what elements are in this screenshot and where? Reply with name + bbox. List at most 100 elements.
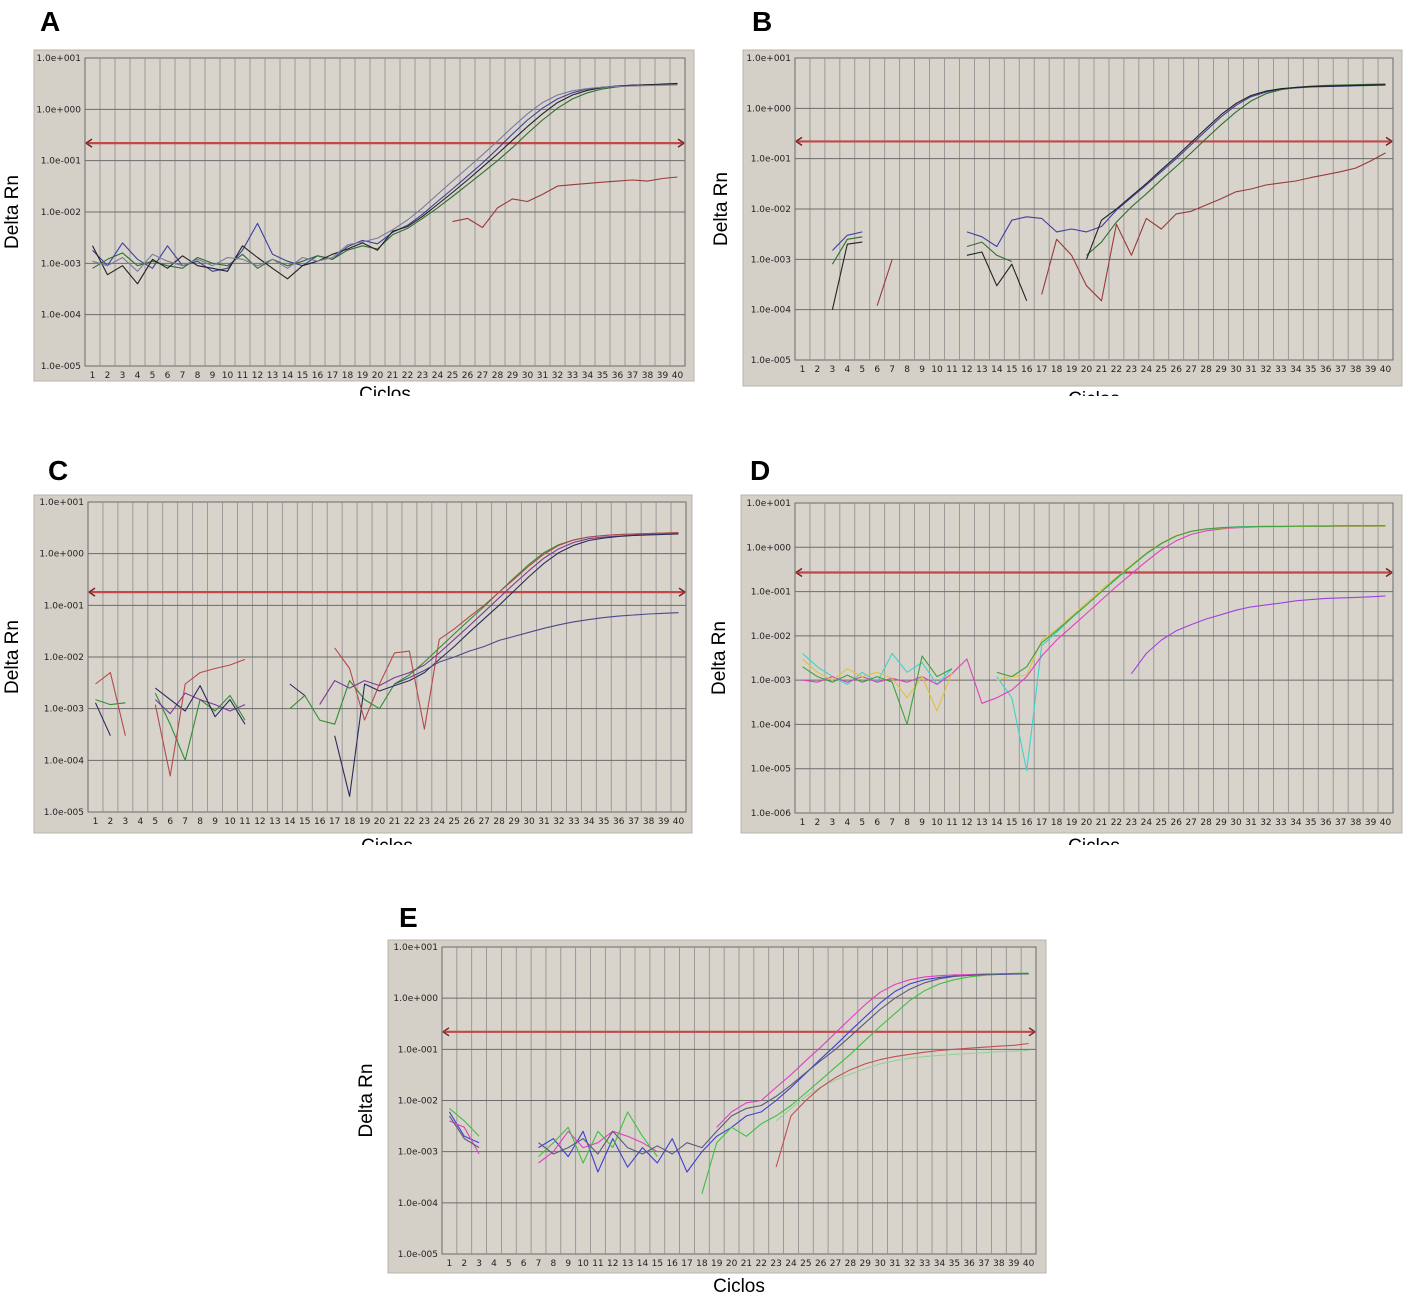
x-tick-label: 9 [919,365,925,375]
x-tick-label: 29 [859,1259,871,1269]
x-tick-label: 11 [237,371,248,381]
y-tick-label: 1.0e-002 [44,653,84,663]
y-tick-label: 1.0e+001 [393,943,438,953]
y-tick-label: 1.0e+000 [39,550,84,560]
x-tick-label: 6 [874,365,880,375]
x-tick-label: 38 [642,371,654,381]
x-tick-label: 38 [1350,818,1362,828]
y-tick-label: 1.0e-001 [41,157,81,167]
y-tick-label: 1.0e+000 [36,105,81,115]
x-tick-label: 17 [327,371,338,381]
x-tick-label: 13 [976,818,987,828]
x-tick-label: 22 [402,371,413,381]
x-tick-label: 40 [1023,1259,1035,1269]
y-tick-label: 1.0e+001 [39,498,84,508]
chart-svg: 1.0e-005 1.0e-004 1.0e-003 1.0e-002 1.0e-001… [2,49,695,396]
x-tick-label: 27 [1185,365,1196,375]
y-axis-title: Delta Rn [2,620,23,694]
x-tick-label: 15 [1006,818,1017,828]
chart-panel-d: 1.0e-006 1.0e-005 1.0e-004 1.0e-003 1.0e-002… [710,475,1408,845]
x-tick-label: 24 [785,1259,797,1269]
x-axis-title: Ciclos [713,1276,765,1297]
threshold-arrow-right [1385,136,1393,147]
x-tick-label: 25 [449,817,460,827]
x-tick-label: 25 [447,371,458,381]
x-tick-label: 39 [1008,1259,1020,1269]
x-tick-label: 14 [282,371,294,381]
series-line-4 [876,152,1386,306]
x-tick-label: 36 [612,371,624,381]
x-tick-label: 27 [1185,818,1196,828]
x-tick-label: 20 [1081,365,1093,375]
x-tick-label: 31 [889,1259,900,1269]
x-tick-label: 32 [1260,365,1271,375]
x-tick-label: 33 [1275,365,1286,375]
y-tick-label: 1.0e-002 [751,632,791,642]
y-tick-label: 1.0e-003 [41,259,81,269]
x-tick-label: 19 [359,817,371,827]
x-tick-label: 31 [538,817,549,827]
y-tick-label: 1.0e-002 [751,205,791,215]
x-tick-label: 3 [476,1259,482,1269]
x-tick-label: 30 [1230,365,1242,375]
x-tick-label: 13 [622,1259,633,1269]
threshold-arrow-left [85,138,93,148]
x-tick-label: 30 [874,1259,886,1269]
x-tick-label: 1 [800,818,806,828]
x-tick-label: 19 [711,1259,723,1269]
y-tick-label: 1.0e-004 [44,756,85,766]
x-tick-label: 19 [1066,818,1078,828]
x-tick-label: 34 [583,817,595,827]
x-tick-label: 5 [150,371,156,381]
x-tick-label: 39 [657,371,669,381]
x-tick-label: 4 [844,818,850,828]
y-tick-label: 1.0e-001 [751,588,791,598]
chart-svg: 1.0e-005 1.0e-004 1.0e-003 1.0e-002 1.0e-001… [2,494,693,845]
y-tick-label: 1.0e+000 [746,104,791,114]
x-tick-label: 34 [934,1259,946,1269]
x-tick-label: 5 [506,1259,512,1269]
series-line-5 [452,176,678,229]
x-tick-label: 38 [1350,365,1362,375]
y-tick-label: 1.0e-006 [751,809,792,819]
x-tick-label: 11 [946,365,957,375]
x-tick-label: 1 [800,365,806,375]
y-tick-label: 1.0e+000 [746,543,791,553]
x-tick-label: 9 [212,817,218,827]
y-tick-label: 1.0e-001 [751,155,791,165]
x-tick-label: 39 [658,817,670,827]
x-tick-label: 20 [1081,818,1093,828]
x-tick-label: 19 [1066,365,1078,375]
x-tick-label: 8 [197,817,203,827]
x-tick-label: 4 [844,365,850,375]
x-tick-label: 5 [859,365,865,375]
x-tick-label: 4 [135,371,141,381]
x-tick-label: 24 [1141,365,1153,375]
x-tick-label: 26 [815,1259,827,1269]
x-tick-label: 15 [297,371,308,381]
x-tick-label: 7 [889,365,895,375]
chart-panel-e: 1.0e-005 1.0e-004 1.0e-003 1.0e-002 1.0e-001… [355,922,1050,1297]
x-tick-label: 21 [389,817,400,827]
x-tick-label: 12 [252,371,263,381]
series-line-4 [1130,595,1386,675]
x-tick-label: 14 [991,365,1003,375]
x-tick-label: 11 [592,1259,603,1269]
chart-panel-b: 1.0e-005 1.0e-004 1.0e-003 1.0e-002 1.0e-001… [710,28,1408,396]
panel-letter-c: C [48,455,69,486]
x-tick-label: 22 [1111,365,1122,375]
series-line-4 [92,84,678,272]
y-tick-label: 1.0e-001 [44,601,84,611]
x-tick-label: 21 [1096,365,1107,375]
x-tick-label: 21 [1096,818,1107,828]
y-tick-label: 1.0e-003 [398,1148,438,1158]
series-line-6 [775,1042,1029,1168]
x-tick-label: 8 [904,365,910,375]
series-line-3 [92,82,678,285]
x-tick-label: 16 [314,817,326,827]
series-line-1 [448,973,1029,1173]
x-tick-label: 18 [696,1259,708,1269]
y-tick-label: 1.0e+000 [393,994,438,1004]
threshold-arrow-left [795,136,803,147]
x-tick-label: 25 [1156,365,1167,375]
